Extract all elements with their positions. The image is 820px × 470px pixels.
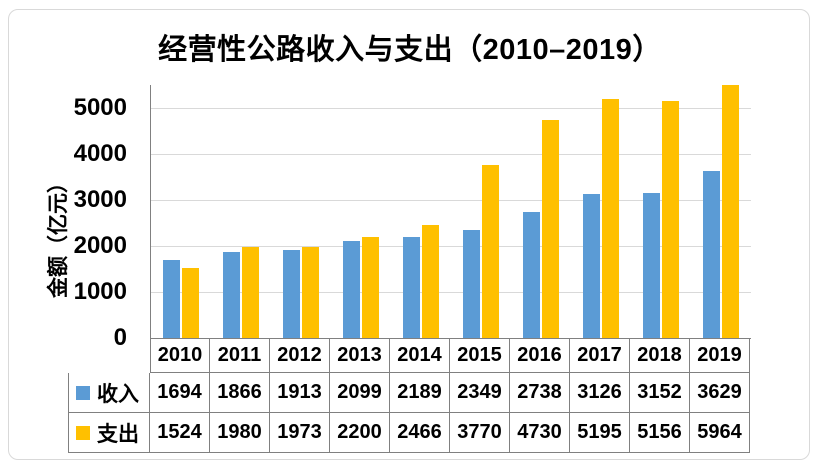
series-name-income: 收入 (97, 382, 139, 406)
table-row-expense: 支出 1524 1980 1973 2200 2466 3770 4730 5195 5156 59… (68, 413, 750, 453)
income-bar-2018 (642, 193, 660, 338)
x-tick-2017: 2017 (570, 339, 630, 373)
expense-value-2015: 3770 (450, 413, 510, 453)
income-value-2017: 3126 (570, 373, 630, 413)
gridline-4000 (151, 153, 751, 155)
income-bar-2015 (462, 229, 480, 338)
y-tick-5000: 5000 (73, 94, 127, 121)
income-bar-2014 (402, 237, 420, 338)
income-value-2016: 2738 (510, 373, 570, 413)
y-tick-3000: 3000 (73, 186, 127, 213)
chart-title: 经营性公路收入与支出（2010–2019） (158, 34, 662, 66)
x-tick-2019: 2019 (690, 339, 750, 373)
expense-bar-2013 (361, 236, 379, 338)
x-tick-2015: 2015 (450, 339, 510, 373)
expense-bar-2015 (481, 164, 499, 338)
expense-value-2016: 4730 (510, 413, 570, 453)
expense-value-2010: 1524 (150, 413, 210, 453)
income-bar-2012 (282, 250, 300, 338)
legend-item-expense: 支出 (68, 413, 150, 453)
y-tick-4000: 4000 (73, 140, 127, 167)
expense-bar-2017 (601, 99, 619, 338)
expense-bar-2012 (301, 247, 319, 338)
expense-value-2019: 5964 (690, 413, 750, 453)
income-value-2010: 1694 (150, 373, 210, 413)
x-tick-2018: 2018 (630, 339, 690, 373)
income-bar-2017 (582, 194, 600, 338)
income-bar-2010 (162, 260, 180, 338)
income-value-2013: 2099 (330, 373, 390, 413)
chart-border-frame (8, 9, 810, 460)
income-value-2012: 1913 (270, 373, 330, 413)
expense-value-2017: 5195 (570, 413, 630, 453)
expense-bar-2014 (421, 224, 439, 338)
x-tick-2011: 2011 (210, 339, 270, 373)
expense-value-2012: 1973 (270, 413, 330, 453)
plot-area (150, 85, 751, 339)
income-value-2018: 3152 (630, 373, 690, 413)
x-tick-2016: 2016 (510, 339, 570, 373)
y-axis-tick-labels: 0 1000 2000 3000 4000 5000 (30, 0, 127, 470)
expense-value-2011: 1980 (210, 413, 270, 453)
gridline-3000 (151, 199, 751, 201)
table-row-income: 收入 1694 1866 1913 2099 2189 2349 2738 3126 3152 36… (68, 373, 750, 413)
income-legend-swatch-icon (76, 385, 90, 400)
y-tick-0: 0 (113, 324, 127, 351)
expense-bar-2010 (181, 267, 199, 338)
expense-value-2018: 5156 (630, 413, 690, 453)
expense-value-2013: 2200 (330, 413, 390, 453)
income-value-2014: 2189 (390, 373, 450, 413)
expense-bar-2011 (241, 246, 259, 338)
income-value-2011: 1866 (210, 373, 270, 413)
x-tick-2010: 2010 (150, 339, 210, 373)
expense-legend-swatch-icon (76, 425, 90, 440)
expense-bar-2016 (541, 120, 559, 338)
legend-item-income: 收入 (68, 373, 150, 413)
income-value-2015: 2349 (450, 373, 510, 413)
gridline-5000 (151, 107, 751, 109)
expense-bar-2018 (661, 100, 679, 338)
series-name-expense: 支出 (97, 422, 139, 446)
x-tick-2012: 2012 (270, 339, 330, 373)
expense-value-2014: 2466 (390, 413, 450, 453)
x-axis-year-labels: 2010 2011 2012 2013 2014 2015 2016 2017 2018 2019 (150, 338, 750, 373)
income-value-2019: 3629 (690, 373, 750, 413)
gridline-1000 (151, 291, 751, 293)
data-table: 收入 1694 1866 1913 2099 2189 2349 2738 3126 3152 36… (68, 373, 750, 453)
gridline-2000 (151, 245, 751, 247)
income-bar-2016 (522, 212, 540, 338)
x-tick-2013: 2013 (330, 339, 390, 373)
y-tick-2000: 2000 (73, 232, 127, 259)
y-tick-1000: 1000 (73, 278, 127, 305)
income-bar-2011 (222, 252, 240, 338)
income-bar-2019 (702, 171, 720, 338)
x-tick-2014: 2014 (390, 339, 450, 373)
expense-bar-2019 (721, 85, 739, 338)
income-bar-2013 (342, 241, 360, 338)
